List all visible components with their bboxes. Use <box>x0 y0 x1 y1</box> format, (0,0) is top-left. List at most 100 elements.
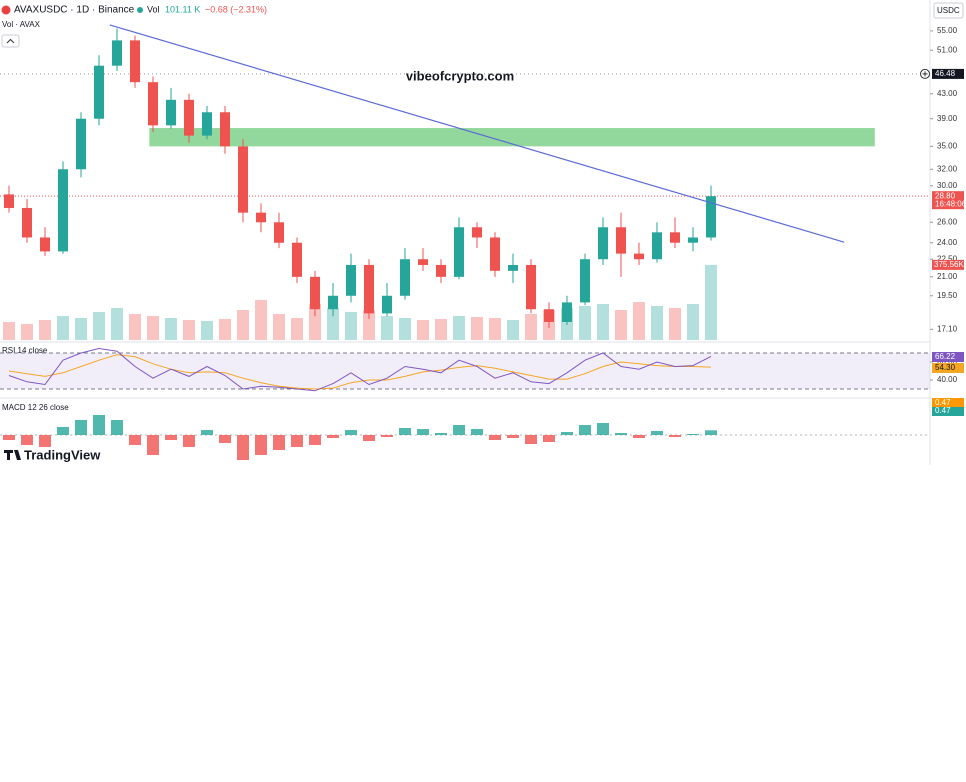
candle-body <box>400 259 410 296</box>
macd-hist <box>705 430 717 435</box>
collapse-icon <box>6 38 15 44</box>
macd-hist <box>75 420 87 435</box>
macd-hist <box>633 435 645 438</box>
macd-hist <box>597 423 609 435</box>
volume-bar <box>219 319 231 340</box>
rsi-ma-line <box>8 354 712 390</box>
collapse-button[interactable] <box>1 34 20 48</box>
macd-hist <box>435 433 447 435</box>
trendline <box>109 24 845 243</box>
y-tick-label: 24.00 <box>937 238 958 247</box>
volume-bar <box>273 314 285 340</box>
volume-bar <box>327 308 339 340</box>
macd-hist <box>579 425 591 435</box>
candle-body <box>634 253 644 260</box>
candle-body <box>40 237 50 252</box>
volume-bar <box>345 312 357 340</box>
macd-hist <box>345 430 357 435</box>
signal-value: 0.47 <box>935 406 951 415</box>
candle-body <box>382 295 392 314</box>
zone <box>149 128 875 147</box>
volume-bar <box>471 317 483 340</box>
macd-hist <box>687 434 699 435</box>
candle-body <box>112 40 122 66</box>
price-change: −0.68 (−2.31%) <box>205 4 267 14</box>
volume-bar <box>237 310 249 340</box>
macd-hist <box>471 429 483 435</box>
volume-bar <box>291 318 303 340</box>
candle-body <box>580 259 590 303</box>
y-tick-label: 51.00 <box>937 45 958 54</box>
candle-body <box>94 65 104 119</box>
rsi-ma-badge-bg <box>932 363 964 373</box>
y-tick-label: 35.00 <box>937 141 958 150</box>
last-badge-bg <box>932 191 964 210</box>
candle-body <box>130 40 140 83</box>
macd-hist <box>309 435 321 445</box>
macd-hist <box>201 430 213 435</box>
candle-body <box>274 222 284 243</box>
last-price-label: 28.80 <box>935 191 956 200</box>
volume-bar <box>363 310 375 340</box>
rsi-ma-value: 54.30 <box>935 363 956 372</box>
candle-body <box>310 276 320 310</box>
candle-body <box>166 99 176 126</box>
macd-hist <box>3 435 15 440</box>
volume-bar <box>57 316 69 340</box>
y-tick-label: 39.00 <box>937 114 958 123</box>
y-tick-label: 32.00 <box>937 164 958 173</box>
macd-hist <box>489 435 501 440</box>
volume-bar <box>309 304 321 340</box>
macd-hist <box>57 427 69 435</box>
volume-bar <box>75 318 87 340</box>
macd-hist <box>129 435 141 445</box>
volume-bar <box>381 316 393 340</box>
volume-bar <box>489 318 501 340</box>
volume-bar <box>669 308 681 340</box>
volume-bar <box>597 304 609 340</box>
y-tick-label: 43.00 <box>937 89 958 98</box>
volume-bar <box>525 314 537 340</box>
candle-body <box>346 264 356 296</box>
candle-body <box>292 242 302 277</box>
volume-bar <box>687 304 699 340</box>
countdown: 16:48:06 <box>935 199 966 208</box>
candle-body <box>418 259 428 265</box>
currency-button[interactable] <box>933 2 964 19</box>
symbol[interactable]: AVAXUSDC · 1D · Binance <box>14 5 135 16</box>
volume-bar <box>633 302 645 340</box>
brand: TradingView <box>24 447 101 462</box>
macd-hist <box>165 435 177 440</box>
candle-body <box>508 264 518 271</box>
candle-body <box>256 212 266 223</box>
volume-bar <box>93 312 105 340</box>
candle-body <box>58 169 68 252</box>
vol-value: 101.11 K <box>165 4 200 14</box>
macd-hist <box>399 428 411 435</box>
y-tick-label: 19.50 <box>937 291 958 300</box>
macd-badge-bg <box>932 398 964 407</box>
macd-hist <box>93 415 105 435</box>
candle-body <box>526 264 536 310</box>
rsi-band <box>0 353 930 389</box>
volume-label: 375.56K <box>934 260 964 269</box>
volume-bar <box>615 310 627 340</box>
candle-body <box>652 232 662 260</box>
candle-body <box>562 302 572 322</box>
candle-body <box>544 309 554 322</box>
macd-hist <box>453 425 465 435</box>
currency[interactable]: USDC <box>937 6 960 15</box>
volume-bar <box>579 306 591 340</box>
volume-bar <box>21 324 33 340</box>
signal-badge-bg <box>932 407 964 416</box>
candle-body <box>220 112 230 147</box>
candle-body <box>238 146 248 213</box>
crosshair-label: 46.48 <box>935 69 956 78</box>
y-tick-label: 30.00 <box>937 181 958 190</box>
candle-body <box>670 232 680 243</box>
y-tick-label: 17.10 <box>937 324 958 333</box>
volume-bar <box>507 320 519 340</box>
candle-body <box>436 264 446 277</box>
y-tick-label: 26.00 <box>937 217 958 226</box>
brand-logo <box>4 450 21 460</box>
